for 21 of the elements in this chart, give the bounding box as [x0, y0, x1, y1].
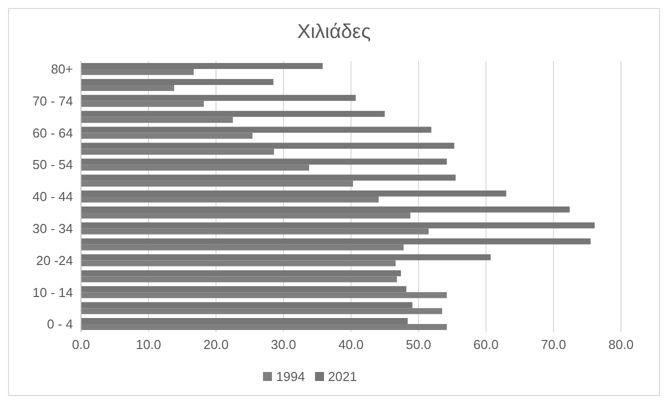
- legend-label: 2021: [328, 369, 357, 384]
- legend-label: 1994: [276, 369, 305, 384]
- x-tick-label: 60.0: [473, 337, 499, 352]
- y-tick-label: 30 - 34: [32, 220, 73, 236]
- y-tick-label: 40 - 44: [32, 189, 73, 204]
- y-tick-label: 70 - 74: [32, 93, 73, 108]
- chart-title: Χιλιάδες: [296, 21, 372, 45]
- x-tick-label: 40.0: [338, 337, 364, 352]
- x-tick-label: 20.0: [203, 337, 229, 352]
- x-tick-label: 10.0: [136, 337, 162, 352]
- y-tick-label: 60 - 64: [32, 125, 73, 140]
- x-tick-label: 0.0: [72, 337, 90, 352]
- x-tick-label: 70.0: [540, 337, 566, 352]
- x-tick-label: 50.0: [406, 337, 432, 352]
- y-tick-label: 0 - 4: [46, 316, 73, 332]
- x-tick-label: 80.0: [608, 337, 634, 352]
- y-tick-label: 50 - 54: [32, 157, 73, 172]
- y-tick-label: 20 -24: [36, 252, 73, 268]
- x-tick-label: 30.0: [270, 337, 296, 352]
- y-tick-label: 10 - 14: [32, 284, 73, 300]
- y-tick-label: 80+: [50, 62, 73, 77]
